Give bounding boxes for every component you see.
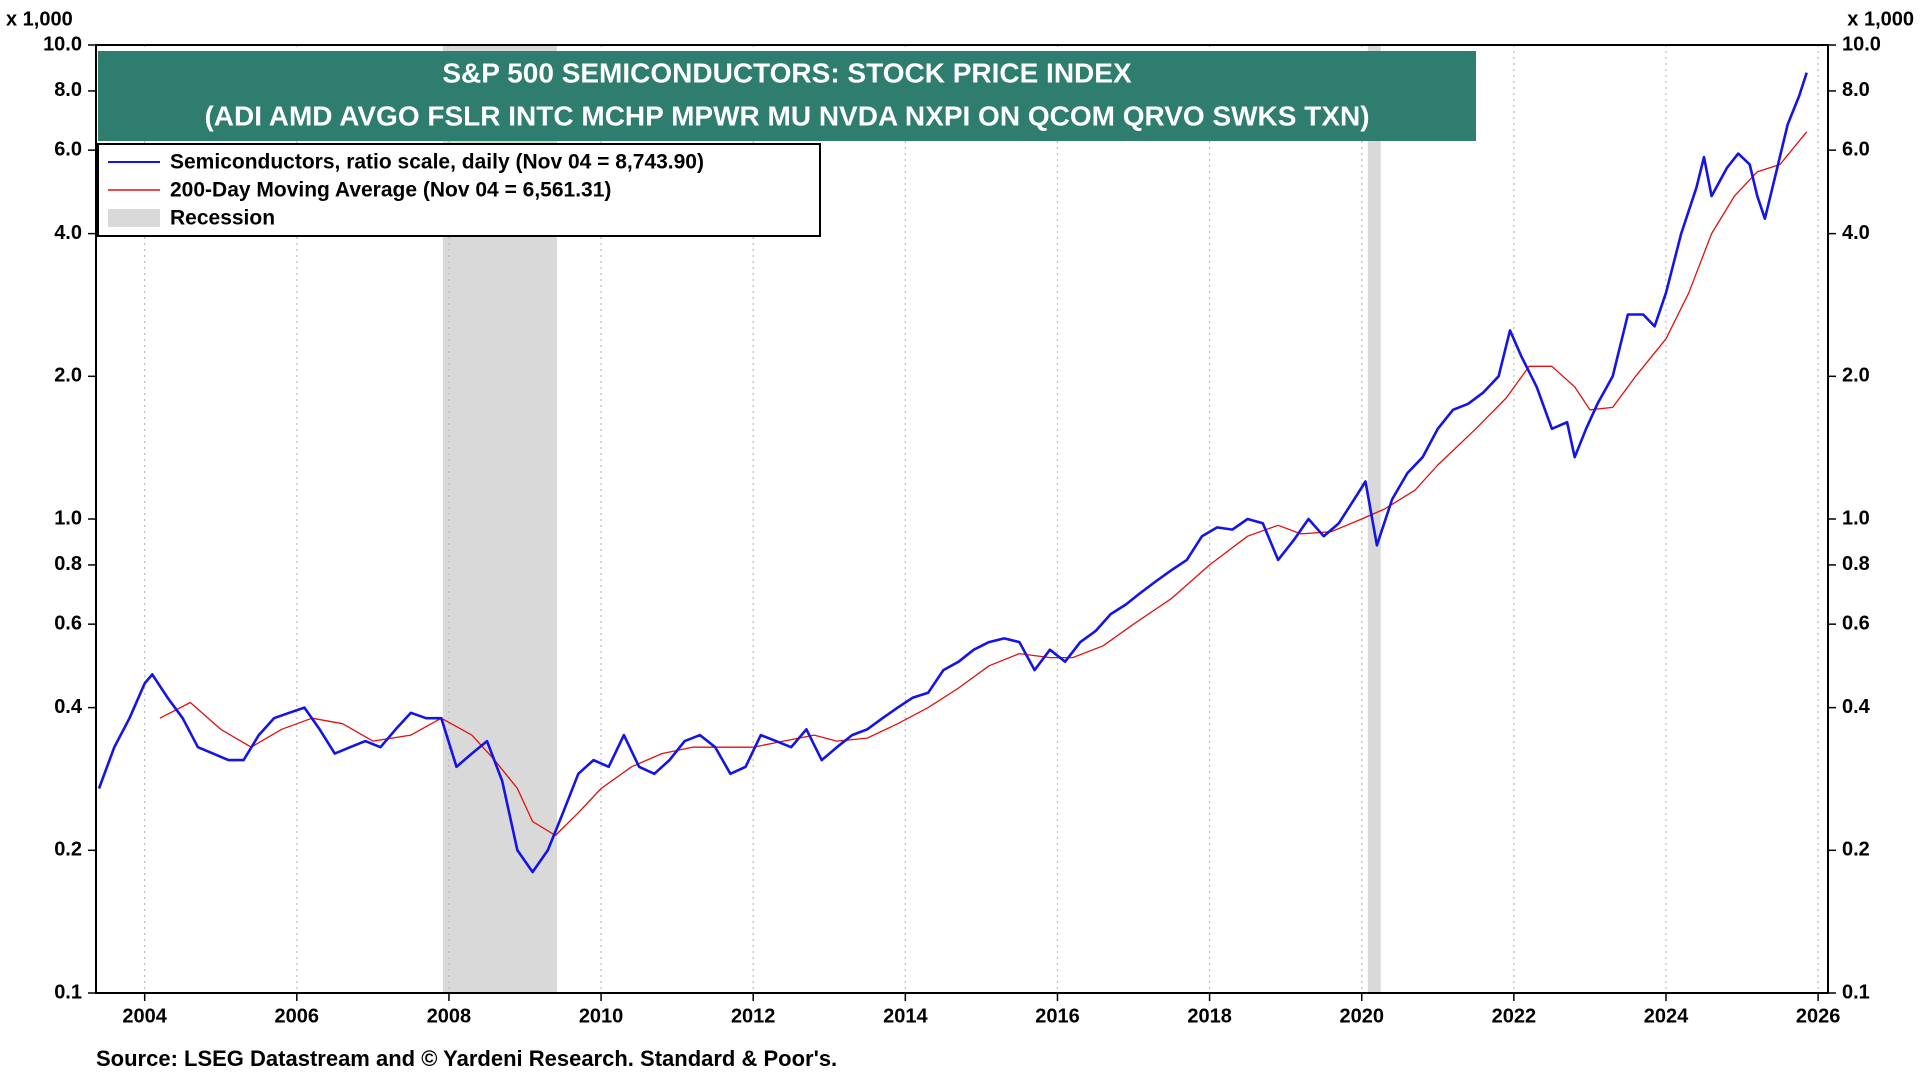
legend: Semiconductors, ratio scale, daily (Nov … xyxy=(108,151,704,230)
y-tick-label: 2.0 xyxy=(54,365,82,387)
x-tick-label: 2022 xyxy=(1492,1005,1537,1027)
chart-subtitle: (ADI AMD AVGO FSLR INTC MCHP MPWR MU NVD… xyxy=(204,100,1369,131)
y-tick-label: 0.2 xyxy=(54,839,82,861)
recession-band xyxy=(1367,45,1381,993)
legend-label: Recession xyxy=(170,207,275,230)
legend-box xyxy=(97,143,821,237)
series-line xyxy=(97,72,1808,874)
x-tick-label: 2020 xyxy=(1339,1005,1384,1027)
source-note: Source: LSEG Datastream and © Yardeni Re… xyxy=(96,1046,837,1071)
series-line xyxy=(159,131,1808,837)
chart-title: S&P 500 SEMICONDUCTORS: STOCK PRICE INDE… xyxy=(442,57,1132,88)
y-unit-label-left: x 1,000 xyxy=(6,8,73,30)
y-tick-label-right: 0.8 xyxy=(1842,553,1870,575)
y-tick-label-right: 8.0 xyxy=(1842,79,1870,101)
x-tick-label: 2004 xyxy=(122,1005,167,1027)
y-tick-label-right: 2.0 xyxy=(1842,365,1870,387)
y-tick-label: 1.0 xyxy=(54,507,82,529)
title-box xyxy=(98,51,1476,141)
x-tick-label: 2012 xyxy=(731,1005,776,1027)
x-tick-label: 2026 xyxy=(1796,1005,1841,1027)
x-tick-label: 2006 xyxy=(275,1005,320,1027)
y-tick-label: 0.8 xyxy=(54,553,82,575)
series-layer xyxy=(97,72,1808,874)
y-tick-label-right: 1.0 xyxy=(1842,507,1870,529)
y-unit-label-right: x 1,000 xyxy=(1847,8,1914,30)
x-tick-label: 2014 xyxy=(883,1005,928,1027)
y-tick-label: 6.0 xyxy=(54,138,82,160)
y-tick-label: 10.0 xyxy=(43,33,82,55)
x-tick-label: 2010 xyxy=(579,1005,624,1027)
y-tick-label-right: 6.0 xyxy=(1842,138,1870,160)
y-tick-label-right: 0.1 xyxy=(1842,981,1870,1003)
axes-layer: 2004 2006 2008 2010 2012 2014 2016 2018 2020 2022… xyxy=(43,33,1881,1027)
legend-label: 200-Day Moving Average (Nov 04 = 6,561.3… xyxy=(170,179,611,202)
y-tick-label-right: 0.4 xyxy=(1842,696,1871,718)
y-tick-label: 0.4 xyxy=(54,696,83,718)
y-tick-label-right: 0.2 xyxy=(1842,839,1870,861)
x-tick-label: 2008 xyxy=(427,1005,472,1027)
y-tick-label: 4.0 xyxy=(54,222,82,244)
y-tick-label-right: 10.0 xyxy=(1842,33,1881,55)
y-tick-label: 0.1 xyxy=(54,981,82,1003)
x-tick-label: 2016 xyxy=(1035,1005,1080,1027)
legend-label: Semiconductors, ratio scale, daily (Nov … xyxy=(170,151,704,174)
y-tick-label: 0.6 xyxy=(54,612,82,634)
x-tick-label: 2024 xyxy=(1644,1005,1689,1027)
y-tick-label: 8.0 xyxy=(54,79,82,101)
y-tick-label-right: 0.6 xyxy=(1842,612,1870,634)
y-tick-label-right: 4.0 xyxy=(1842,222,1870,244)
legend-swatch xyxy=(108,209,160,227)
x-tick-label: 2018 xyxy=(1187,1005,1232,1027)
grid-layer xyxy=(144,45,1819,993)
